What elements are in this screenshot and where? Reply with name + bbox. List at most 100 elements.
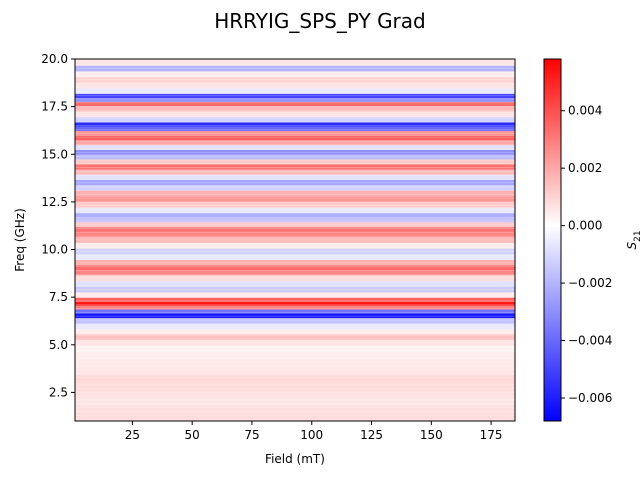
heatmap-band xyxy=(75,227,515,232)
heatmap-band xyxy=(75,71,515,78)
heatmap-band xyxy=(75,190,515,197)
heatmap-band xyxy=(75,169,515,175)
chart-title: HRRYIG_SPS_PY Grad xyxy=(214,9,425,33)
heatmap-band xyxy=(75,318,515,324)
colorbar-tick-label: −0.006 xyxy=(568,391,612,405)
colorbar-label-main: S xyxy=(625,242,639,250)
heatmap-band xyxy=(75,375,515,383)
heatmap-band xyxy=(75,367,515,376)
y-axis-ticks: 2.5 5.0 7.5 10.0 12.5 15.0 17.5 20.0 xyxy=(41,52,75,399)
heatmap-band xyxy=(75,140,515,146)
heatmap-band xyxy=(75,159,515,165)
heatmap-band xyxy=(75,334,515,341)
heatmap-band xyxy=(75,65,515,72)
heatmap-band xyxy=(75,164,515,170)
heatmap-band xyxy=(75,149,515,155)
heatmap-band xyxy=(75,398,515,406)
x-tick-label: 125 xyxy=(360,428,383,442)
heatmap-band xyxy=(75,135,515,141)
heatmap-band xyxy=(75,196,515,202)
heatmap-band xyxy=(75,260,515,266)
x-axis-ticks: 25 50 75 100 125 150 175 xyxy=(125,421,503,442)
y-tick-label: 20.0 xyxy=(41,52,68,66)
colorbar xyxy=(543,58,562,422)
heatmap-band xyxy=(75,360,515,368)
heatmap-band xyxy=(75,382,515,391)
heatmap-band xyxy=(75,292,515,298)
heatmap-band xyxy=(75,248,515,255)
heatmap-band xyxy=(75,305,515,310)
heatmap-band xyxy=(75,77,515,83)
x-tick-label: 100 xyxy=(300,428,323,442)
x-axis-label: Field (mT) xyxy=(265,452,325,466)
y-tick-label: 5.0 xyxy=(49,338,68,352)
y-tick-label: 15.0 xyxy=(41,147,68,161)
heatmap-band xyxy=(75,179,515,186)
colorbar-ticks: 0.004 0.002 0.000 −0.002 −0.004 −0.006 xyxy=(561,104,612,405)
x-tick-label: 25 xyxy=(125,428,140,442)
heatmap-band xyxy=(75,413,515,421)
heatmap-band xyxy=(75,130,515,136)
colorbar-tick-label: 0.000 xyxy=(568,219,602,233)
heatmap-band xyxy=(75,275,515,281)
heatmap-band xyxy=(75,82,515,89)
heatmap-band xyxy=(75,309,515,314)
heatmap-band xyxy=(75,329,515,335)
heatmap-band xyxy=(75,237,515,243)
heatmap-band xyxy=(75,390,515,399)
x-tick-label: 50 xyxy=(185,428,200,442)
heatmap-band xyxy=(75,126,515,131)
colorbar-tick-label: −0.004 xyxy=(568,334,612,348)
heatmap-band xyxy=(75,145,515,150)
colorbar-tick-label: 0.002 xyxy=(568,161,602,175)
heatmap-band xyxy=(75,280,515,287)
heatmap-band xyxy=(75,313,515,319)
heatmap-band xyxy=(75,59,515,66)
heatmap-band xyxy=(75,231,515,238)
colorbar-tick-label: −0.002 xyxy=(568,276,612,290)
heatmap-band xyxy=(75,297,515,302)
heatmap-band xyxy=(75,88,515,94)
heatmap-band xyxy=(75,207,515,213)
heatmap-band xyxy=(75,217,515,223)
plot-frame xyxy=(74,58,516,422)
heatmap-band xyxy=(75,352,515,361)
y-axis-label: Freq (GHz) xyxy=(13,208,27,272)
colorbar-tick-label: 0.004 xyxy=(568,104,602,118)
heatmap-band xyxy=(75,222,515,228)
heatmap-area xyxy=(75,59,515,421)
heatmap-band xyxy=(75,405,515,414)
heatmap-band xyxy=(75,212,515,218)
heatmap-band xyxy=(75,117,515,123)
heatmap-band xyxy=(75,122,515,127)
colorbar-label: S21 xyxy=(625,230,640,249)
y-tick-label: 2.5 xyxy=(49,385,68,399)
heatmap-band xyxy=(75,301,515,306)
heatmap-band xyxy=(75,265,515,271)
x-tick-label: 175 xyxy=(480,428,503,442)
heatmap-band xyxy=(75,323,515,330)
heatmap-band xyxy=(75,185,515,191)
heatmap-band xyxy=(75,201,515,208)
heatmap-band xyxy=(75,242,515,249)
heatmap-band xyxy=(75,93,515,99)
y-tick-label: 12.5 xyxy=(41,195,68,209)
heatmap-band xyxy=(75,345,515,353)
x-tick-label: 75 xyxy=(244,428,259,442)
heatmap-band xyxy=(75,111,515,118)
heatmap-band xyxy=(75,174,515,180)
heatmap-band xyxy=(75,98,515,102)
heatmap-band xyxy=(75,154,515,160)
x-tick-label: 150 xyxy=(420,428,443,442)
heatmap-band xyxy=(75,254,515,261)
heatmap-band xyxy=(75,101,515,107)
y-tick-label: 10.0 xyxy=(41,243,68,257)
heatmap-band xyxy=(75,286,515,293)
heatmap-band xyxy=(75,270,515,276)
y-tick-label: 17.5 xyxy=(41,100,68,114)
heatmap-band xyxy=(75,340,515,346)
colorbar-label-sub: 21 xyxy=(633,230,640,241)
heatmap-band xyxy=(75,106,515,112)
y-tick-label: 7.5 xyxy=(49,290,68,304)
